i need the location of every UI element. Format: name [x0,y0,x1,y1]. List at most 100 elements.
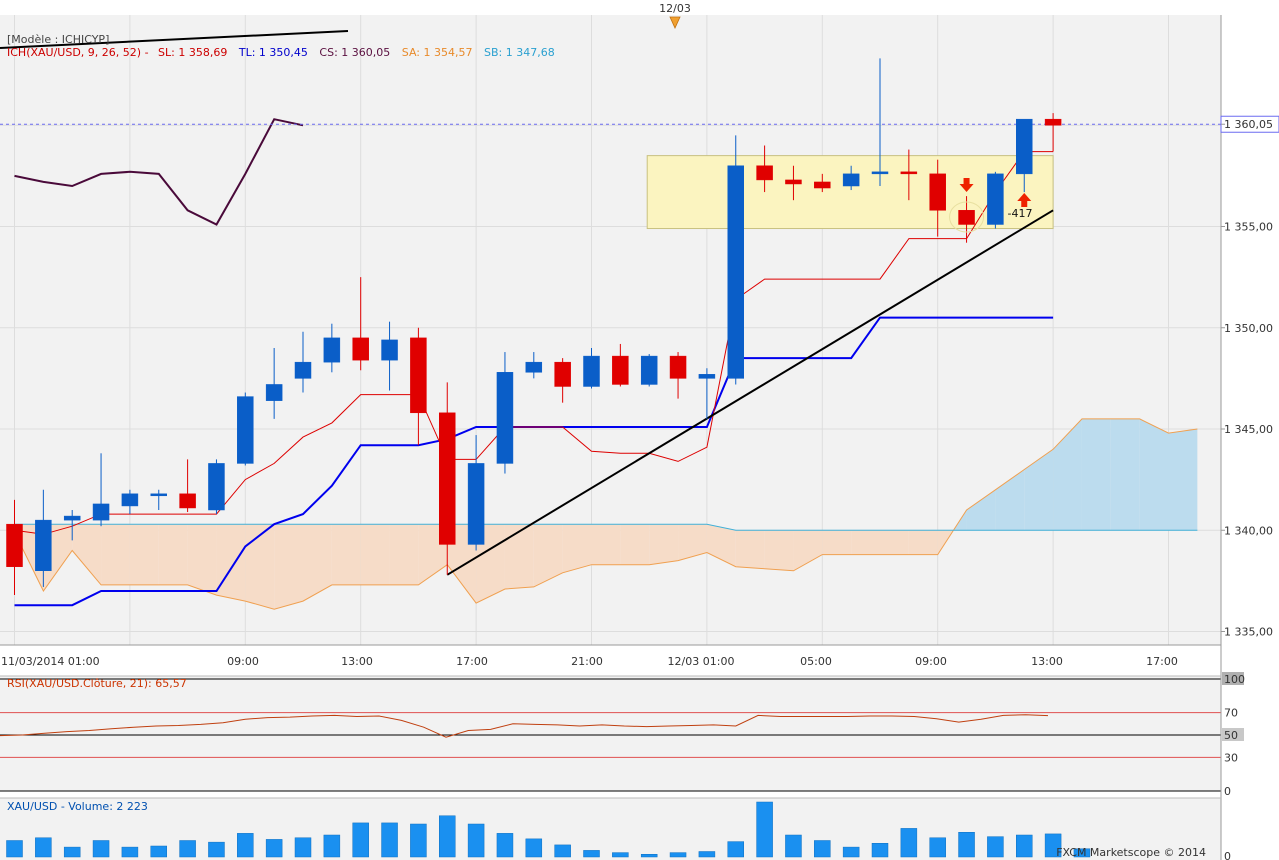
volume-bar [352,822,369,858]
cloud-segment [504,524,534,589]
volume-bar [958,832,975,858]
candle-body [237,396,254,464]
volume-bar [1044,833,1062,858]
cloud-segment [389,524,419,585]
cloud-segment [303,524,332,602]
volume-axis-label: 0 [1224,850,1231,860]
candle-body [1044,118,1062,126]
rsi-level-label: 30 [1224,751,1238,764]
candle-body [525,361,543,373]
volume-bar [63,846,81,858]
cloud-segment [216,524,246,602]
ichimoku-cloud [14,418,1198,610]
cloud-segment [764,530,794,571]
volume-bar [1016,834,1033,858]
signal-circle [949,201,985,233]
volume-bar [121,846,139,858]
candle-body [467,463,485,545]
time-tick-label: 05:00 [800,655,832,668]
date-marker-icon[interactable] [669,16,681,29]
candle-body [583,355,600,387]
candle-body [92,503,110,521]
cloud-segment [1168,429,1198,531]
candle-body [179,493,196,509]
volume-bar [698,851,716,858]
volume-bar [467,823,485,858]
ichimoku-title: ICH(XAU/USD, 9, 26, 52) - [7,46,149,59]
candle-body [987,173,1004,225]
candle-body [63,515,81,521]
date-marker-label: 12/03 [659,2,691,15]
time-tick-label: 11/03/2014 01:00 [1,655,100,668]
signal-label: -417 [1008,207,1033,220]
time-axis: 11/03/2014 01:00 09:00 13:00 17:00 21:00 12/0… [1,655,1178,668]
volume-bar [842,846,860,858]
volume-bar [294,837,312,858]
chikou-span-line [14,118,304,226]
cloud-segment [1081,418,1111,531]
rsi-level-label: 100 [1224,673,1245,686]
rsi-title: RSI(XAU/USD.Clôture, 21): 65,57 [7,677,187,690]
volume-bar [554,844,571,858]
volume-bar [727,841,744,858]
cloud-segment [1053,418,1082,531]
volume-title: XAU/USD - Volume: 2 223 [7,800,148,813]
volume-bar [756,801,773,858]
highlight-box [646,155,1054,230]
time-tick-label: 09:00 [227,655,259,668]
cloud-segment [72,524,102,585]
candle-body [785,179,802,185]
candle-body [669,355,687,379]
candle-body [814,181,831,189]
cs-label: CS: 1 360,05 [319,46,390,59]
cloud-segment [966,489,996,531]
rsi-level-label: 50 [1224,729,1238,742]
candle-body [727,165,744,379]
volume-bar [871,843,889,858]
volume-bar [612,852,629,858]
volume-bar [6,840,23,858]
candle-body [121,493,139,507]
volume-bar [92,840,110,858]
volume-bar [237,833,254,858]
rsi-level-tag [1222,728,1244,741]
rsi-line [0,714,1049,738]
volume-indicator [6,801,1091,858]
cloud-segment [1024,449,1054,531]
volume-bar [35,837,52,858]
volume-bar [208,841,225,858]
rsi-level-label: 0 [1224,785,1231,798]
candle-body [1016,118,1033,175]
rsi-level-tag [1222,672,1244,685]
cloud-segment [129,524,159,585]
cloud-segment [158,524,188,585]
cloud-segment [735,530,765,569]
cloud-segment [793,530,823,571]
sb-label: SB: 1 347,68 [484,46,555,59]
price-tick-label: 1 355,00 [1224,221,1273,234]
volume-axis: 0 [1224,850,1231,860]
candle-body [439,412,456,545]
candle-body [958,210,975,225]
price-tick-label: 1 350,00 [1224,322,1273,335]
price-tick-label: 1 360,05 [1224,118,1273,131]
senkou-span-b [14,523,1198,531]
candle-body [208,463,225,511]
volume-bar [929,837,946,858]
volume-bar [814,840,831,858]
rsi-level-label: 70 [1224,707,1238,720]
cloud-segment [562,524,592,573]
sl-label: SL: 1 358,69 [158,46,227,59]
cloud-segment [274,524,303,610]
senkou-span-a [14,418,1198,610]
candle-body [496,372,514,464]
cloud-segment [360,524,390,585]
model-label: [Modèle : ICHICYP] [7,33,109,46]
candle-body [352,337,369,361]
candle-body [756,165,773,181]
price-tick-label: 1 345,00 [1224,423,1273,436]
volume-bar [1073,848,1091,858]
candle-body [612,355,629,385]
candle-body [842,173,860,187]
